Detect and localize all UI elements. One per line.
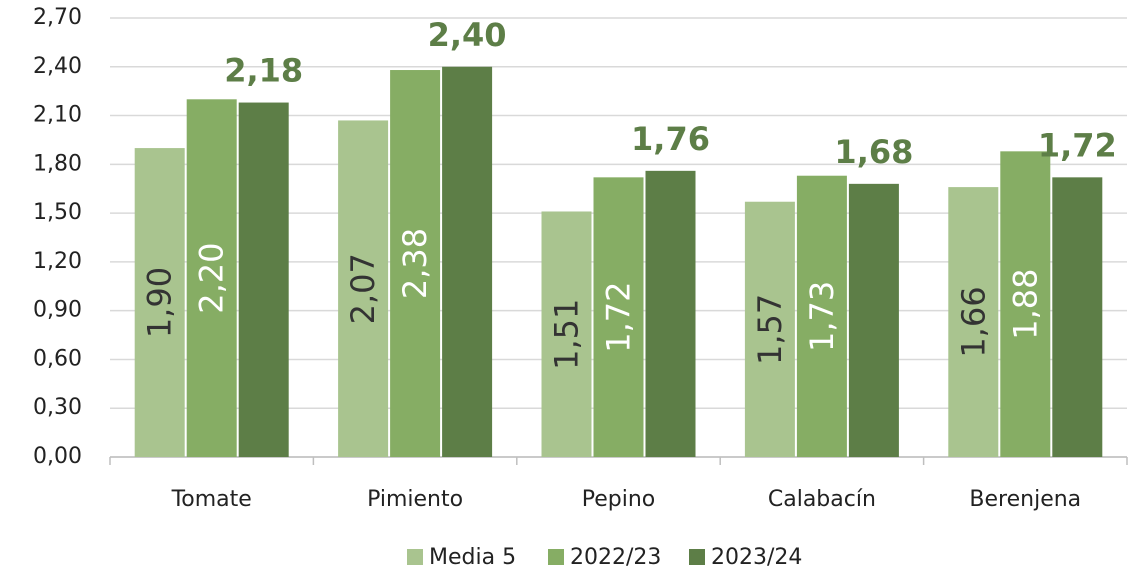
x-tick-label: Pepino — [582, 487, 656, 512]
y-tick-label: 1,80 — [33, 151, 82, 176]
data-label: 1,90 — [141, 267, 179, 338]
x-tick-label: Pimiento — [367, 487, 463, 512]
bar — [796, 175, 847, 457]
x-tick-label: Calabacín — [768, 487, 876, 512]
y-tick-label: 2,10 — [33, 103, 82, 128]
bar — [186, 99, 237, 457]
y-tick-label: 0,00 — [33, 444, 82, 469]
bar — [948, 187, 999, 457]
legend-swatch — [548, 549, 564, 565]
legend-label: Media 5 — [429, 545, 516, 570]
bar — [541, 211, 592, 457]
data-label: 1,57 — [751, 294, 789, 365]
data-label: 1,88 — [1006, 269, 1044, 340]
x-tick-label: Berenjena — [969, 487, 1081, 512]
bar — [390, 70, 441, 457]
data-label: 2,07 — [344, 253, 382, 324]
bar — [848, 183, 899, 457]
y-tick-label: 1,50 — [33, 200, 82, 225]
y-tick-label: 1,20 — [33, 249, 82, 274]
bar — [1000, 151, 1051, 457]
data-label: 2,38 — [396, 228, 434, 299]
data-label: 1,66 — [954, 286, 992, 357]
data-label: 1,72 — [1038, 126, 1117, 164]
bar — [645, 170, 696, 457]
legend-label: 2023/24 — [711, 545, 802, 570]
bar — [442, 66, 493, 458]
y-tick-label: 2,70 — [33, 5, 82, 30]
y-tick-label: 0,90 — [33, 298, 82, 323]
data-label: 1,72 — [600, 282, 638, 353]
bar — [338, 120, 389, 457]
legend-swatch — [407, 549, 423, 565]
bar — [238, 102, 289, 457]
data-label: 2,18 — [224, 52, 303, 90]
y-tick-label: 2,40 — [33, 54, 82, 79]
data-label: 2,40 — [428, 16, 507, 54]
data-label: 1,76 — [631, 120, 710, 158]
legend-label: 2022/23 — [570, 545, 661, 570]
x-tick-label: Tomate — [171, 487, 252, 512]
data-label: 2,20 — [193, 243, 231, 314]
bar — [744, 201, 795, 457]
bar — [134, 148, 185, 457]
bar — [1052, 177, 1103, 457]
data-label: 1,51 — [548, 299, 586, 370]
data-label: 1,73 — [803, 281, 841, 352]
y-tick-label: 0,60 — [33, 346, 82, 371]
y-tick-label: 0,30 — [33, 395, 82, 420]
legend-swatch — [689, 549, 705, 565]
data-label: 1,68 — [834, 133, 913, 171]
bar — [593, 177, 644, 457]
